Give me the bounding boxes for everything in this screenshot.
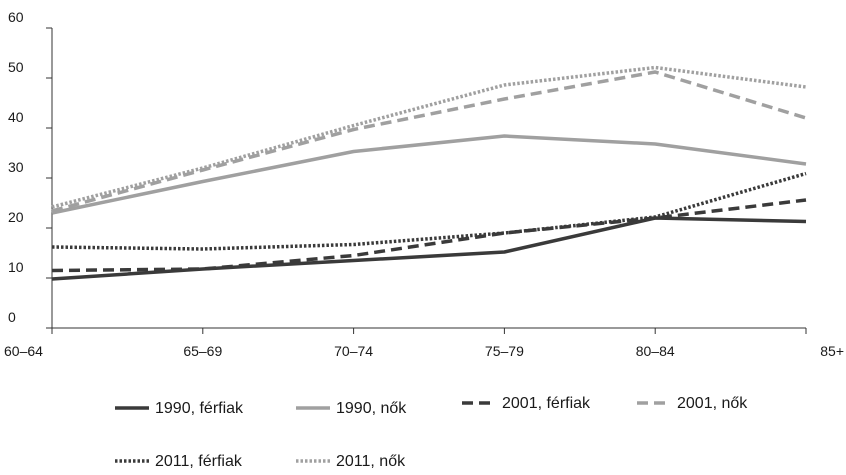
legend-label: 1990, nők xyxy=(336,400,407,417)
legend-item: 1990, férfiak xyxy=(115,400,244,417)
x-tick-label: 60–64 xyxy=(4,343,43,359)
x-tick-label: 75–79 xyxy=(485,343,524,359)
legend-label: 1990, férfiak xyxy=(155,400,244,417)
y-tick-label: 30 xyxy=(8,159,24,175)
y-tick-label: 10 xyxy=(8,259,24,275)
legend-item: 2001, férfiak xyxy=(462,395,591,412)
legend-label: 2001, nők xyxy=(677,395,748,412)
y-tick-label: 20 xyxy=(8,209,24,225)
legend-label: 2011, férfiak xyxy=(155,453,243,470)
legend-item: 1990, nők xyxy=(296,400,407,417)
legend-label: 2011, nők xyxy=(336,453,406,470)
x-tick-label: 70–74 xyxy=(334,343,373,359)
series-line-2011-n-k xyxy=(51,65,807,209)
y-tick-label: 60 xyxy=(8,9,24,25)
y-tick-label: 0 xyxy=(8,309,16,325)
x-tick-label: 85+ xyxy=(820,343,844,359)
legend-item: 2011, nők xyxy=(296,453,406,470)
series-line-1990-n-k xyxy=(51,134,807,215)
legend-label: 2001, férfiak xyxy=(502,395,591,412)
series-lines xyxy=(51,65,807,281)
legend-item: 2001, nők xyxy=(637,395,748,412)
series-line-2001-f-rfiak xyxy=(51,198,807,273)
x-ticks: 60–64 65–69 70–74 75–79 80–84 85+ xyxy=(4,328,844,359)
series-line-2011-f-rfiak xyxy=(51,171,807,251)
y-ticks: 0 10 20 30 40 50 60 xyxy=(8,9,52,329)
y-tick-label: 50 xyxy=(8,59,24,75)
y-tick-label: 40 xyxy=(8,109,24,125)
legend-item: 2011, férfiak xyxy=(115,453,243,470)
x-tick-label: 65–69 xyxy=(183,343,222,359)
x-tick-label: 80–84 xyxy=(636,343,675,359)
legend: 1990, férfiak 1990, nők 2001, férfiak 2001,… xyxy=(115,395,748,470)
